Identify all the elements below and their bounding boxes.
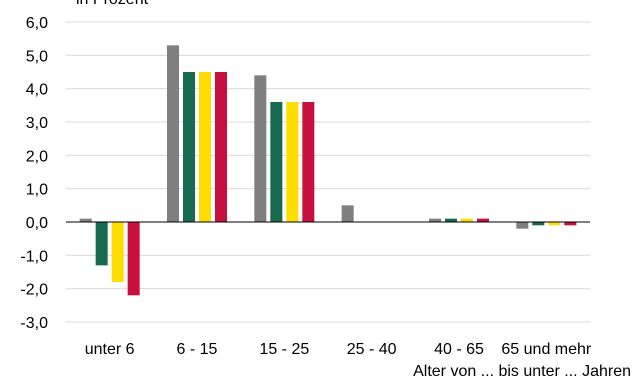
y-tick-label: -2,0	[20, 282, 48, 299]
y-tick-label: 2,0	[26, 148, 48, 165]
x-axis-label: Alter von ... bis unter ... Jahren	[413, 363, 631, 380]
x-category-label: unter 6	[85, 341, 135, 358]
bar	[445, 218, 457, 222]
bar	[215, 72, 227, 222]
bar	[270, 102, 283, 222]
bar	[532, 222, 545, 226]
bar	[564, 222, 577, 226]
y-tick-label: 4,0	[26, 82, 48, 99]
y-tick-label: 6,0	[26, 15, 48, 32]
bar	[341, 205, 354, 222]
y-axis-ticks: 6,0 5,0 4,0 3,0 2,0 1,0 0,0 -1,0 -2,0 -3,0	[20, 15, 48, 332]
x-category-label: 15 - 25	[259, 341, 309, 358]
bar	[199, 72, 211, 222]
y-tick-label: -1,0	[20, 248, 48, 265]
bar	[302, 102, 315, 222]
bar	[254, 75, 267, 222]
bar	[167, 45, 179, 223]
bar	[516, 222, 529, 229]
bar	[111, 222, 124, 282]
bar	[286, 102, 299, 222]
x-category-label: 65 und mehr	[501, 341, 592, 358]
y-tick-label: -3,0	[20, 315, 48, 332]
bar	[183, 72, 195, 222]
bar	[429, 218, 441, 222]
bar	[79, 218, 92, 222]
x-axis-categories: unter 6 6 - 15 15 - 25 25 - 40 40 - 65 65 und…	[85, 341, 592, 358]
y-tick-label: 0,0	[26, 215, 48, 232]
bar	[461, 218, 473, 222]
bar	[127, 222, 140, 296]
x-category-label: 40 - 65	[434, 341, 484, 358]
bar	[477, 218, 489, 222]
y-tick-label: 3,0	[26, 115, 48, 132]
grid-lines	[66, 21, 590, 323]
y-tick-label: 5,0	[26, 48, 48, 65]
x-category-label: 6 - 15	[177, 341, 218, 358]
bar	[548, 222, 561, 226]
bar	[95, 222, 108, 266]
x-category-label: 25 - 40	[347, 341, 397, 358]
bars	[79, 45, 577, 296]
chart-title: in Prozent	[76, 0, 149, 8]
y-tick-label: 1,0	[26, 182, 48, 199]
